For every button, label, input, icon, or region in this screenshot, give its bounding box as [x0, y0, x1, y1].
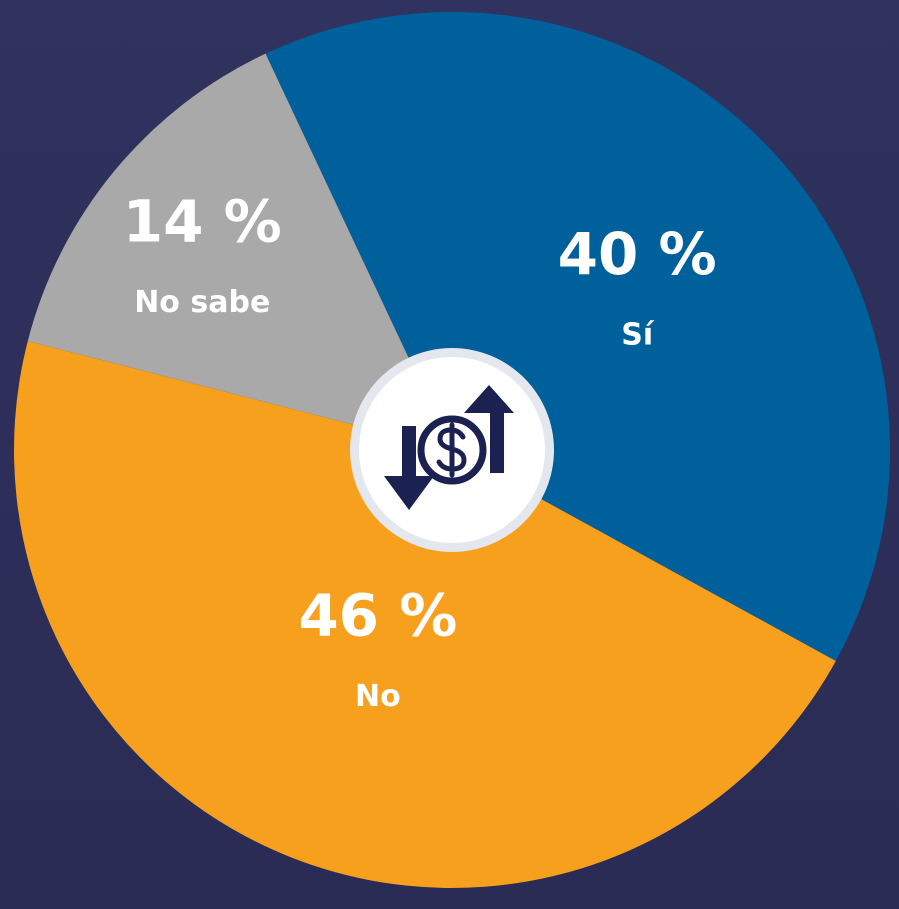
category-label: No — [355, 679, 401, 714]
value-label: 14 % — [123, 188, 282, 256]
value-label: 46 % — [298, 581, 457, 649]
value-label: 40 % — [558, 220, 717, 288]
center-icon — [350, 348, 554, 552]
chart: 40 % Sí 46 % No 14 % No sabe — [0, 0, 899, 909]
page: 40 %Sí46 %No14 %No sabe (() => { const d… — [0, 0, 899, 909]
category-label: No sabe — [134, 285, 270, 320]
category-label: Sí — [621, 318, 655, 353]
